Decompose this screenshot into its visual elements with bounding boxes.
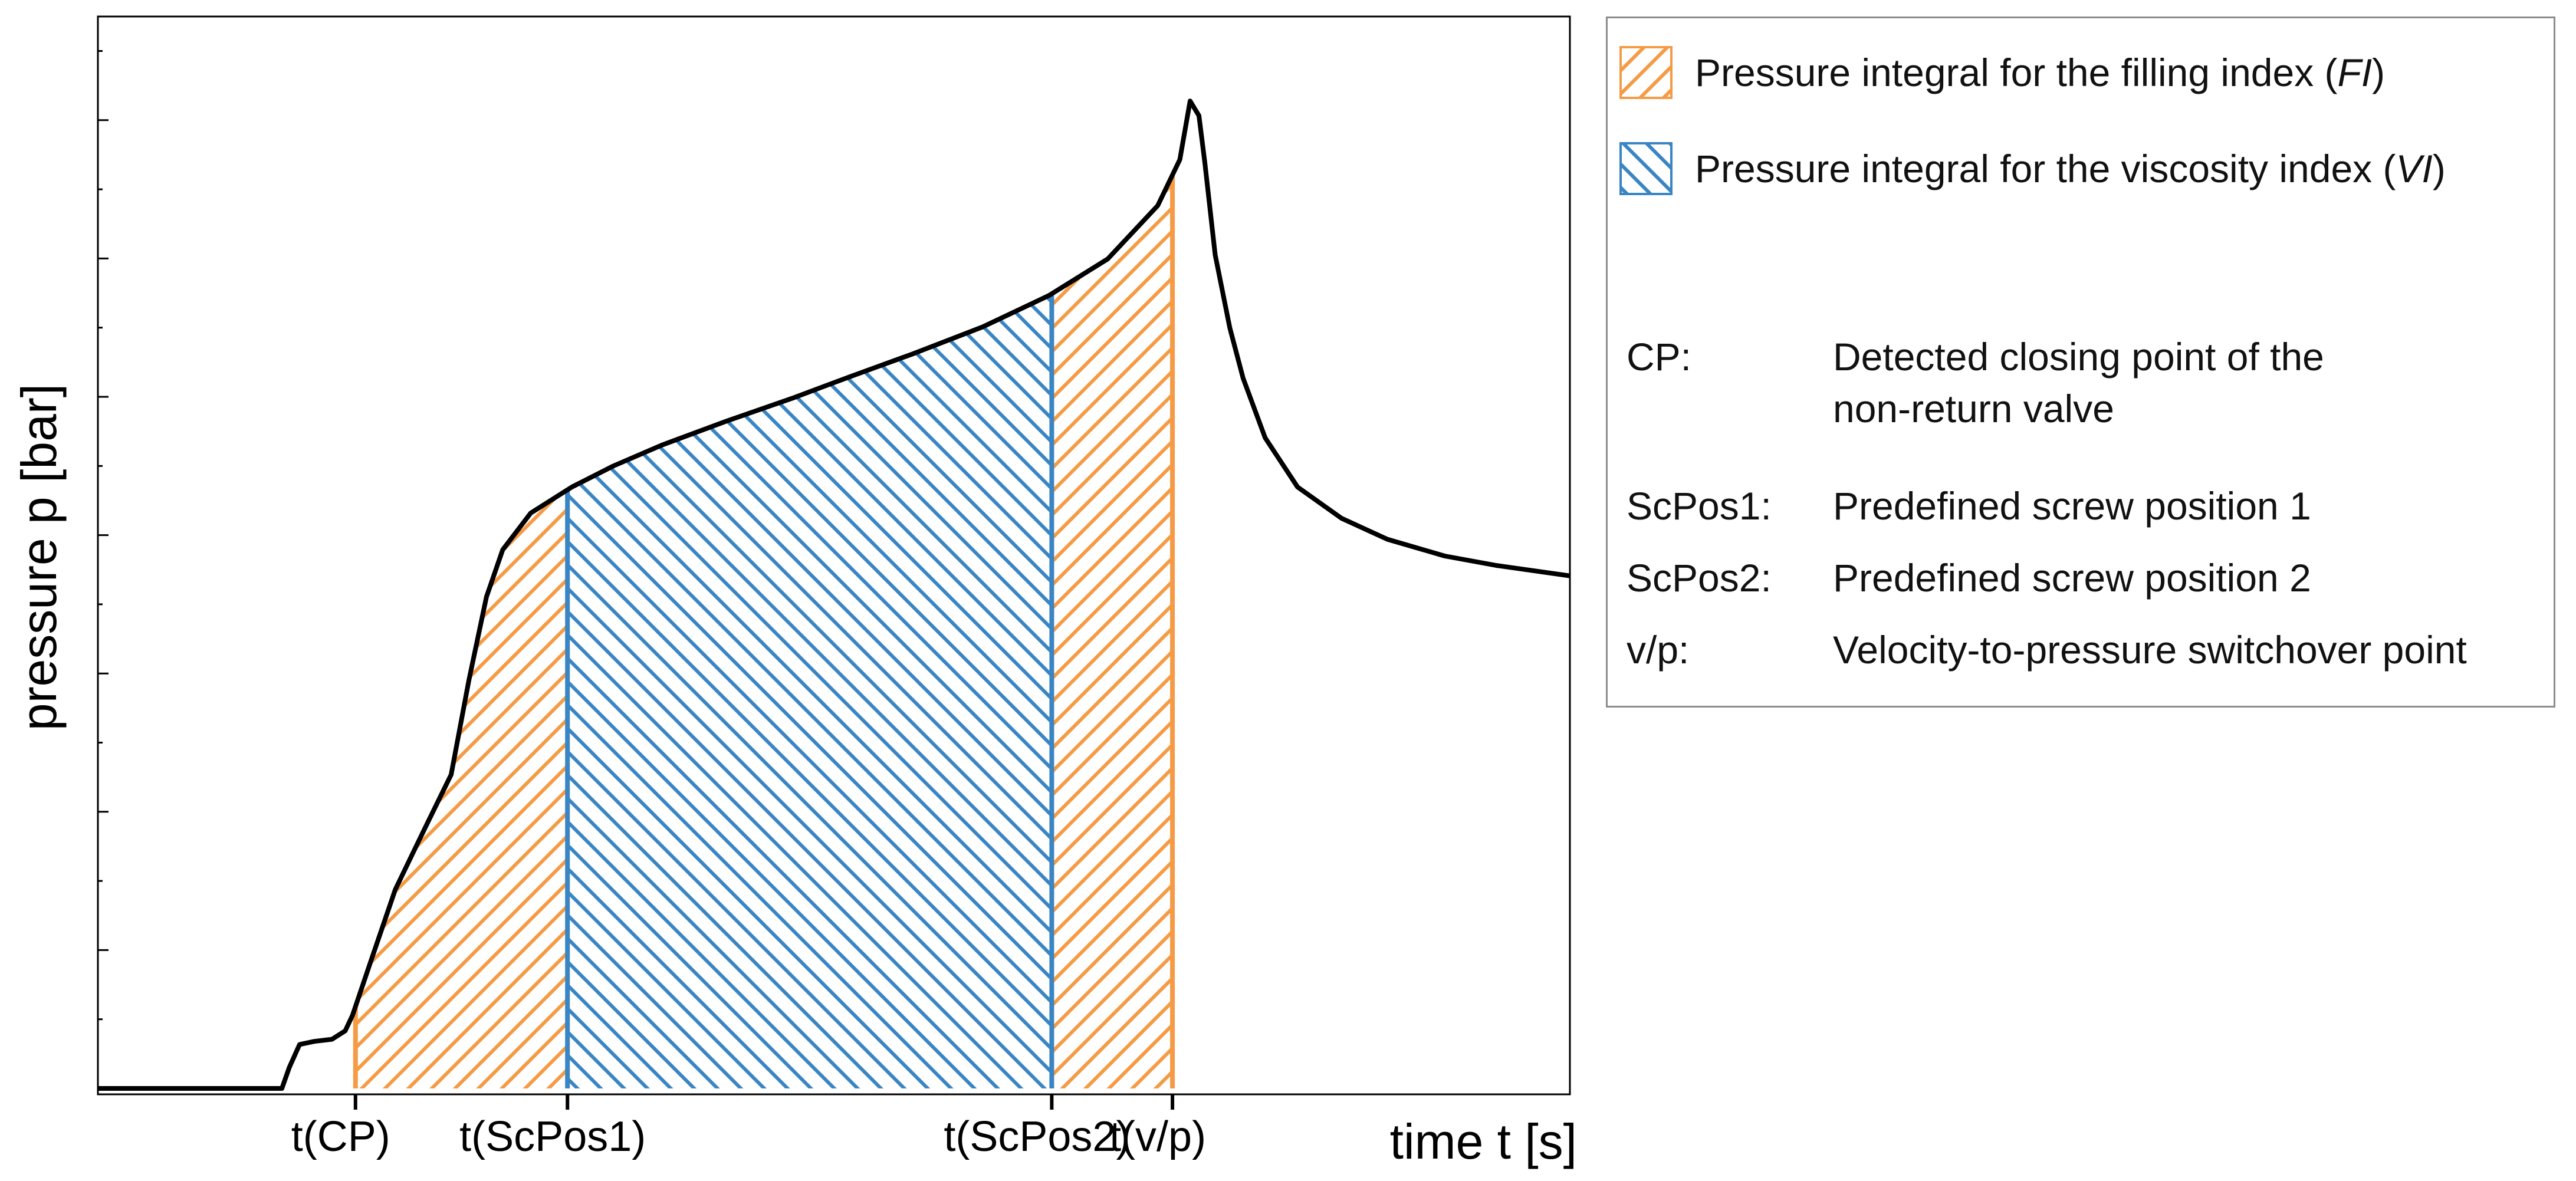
fi-region [1052,175,1173,1089]
definition-vp: v/p: Velocity-to-pressure switchover poi… [1627,624,2467,676]
legend-swatch-fi [1619,46,1673,99]
definition-abbr: ScPos2: [1627,556,1772,600]
plot-frame [97,15,1571,1096]
x-marker-label: t(v/p) [1109,1113,1206,1160]
definition-abbr: CP: [1627,335,1692,379]
definition-scpos1: ScPos1: Predefined screw position 1 [1627,480,2311,532]
definition-cp: CP: Detected closing point of the non-re… [1627,331,2324,435]
definition-text: Predefined screw position 2 [1833,556,2311,600]
y-axis-ticks [98,50,109,1090]
x-marker-label: t(ScPos1) [459,1113,646,1160]
legend-swatch-vi [1619,142,1673,195]
definition-abbr: v/p: [1627,628,1690,672]
definition-text: Velocity-to-pressure switchover point [1833,628,2467,672]
pressure-curve [98,98,1570,1091]
definition-scpos2: ScPos2: Predefined screw position 2 [1627,552,2311,604]
x-marker-label: t(CP) [291,1113,390,1160]
vi-region [567,294,1052,1089]
legend-label-vi: Pressure integral for the viscosity inde… [1695,147,2446,190]
definition-text: Detected closing point of the non-return… [1833,335,2324,430]
legend-entry-fi: Pressure integral for the filling index … [1619,43,2385,102]
definition-abbr: ScPos1: [1627,484,1772,528]
legend-entry-vi: Pressure integral for the viscosity inde… [1619,139,2446,198]
legend-label-fi: Pressure integral for the filling index … [1695,51,2386,94]
x-axis-label: time t [s] [1390,1114,1577,1169]
fi-region [355,489,568,1088]
hatched-regions [355,175,1173,1089]
legend-box: Pressure integral for the filling index … [1606,17,2555,708]
region-boundaries [353,175,1175,1088]
x-marker-label: t(ScPos2) [944,1113,1130,1160]
y-axis-label: pressure p [bar] [11,384,67,731]
x-axis-markers: t(CP) t(ScPos1) t(ScPos2)t(v/p) [291,1094,1206,1160]
definition-text: Predefined screw position 1 [1833,484,2311,528]
